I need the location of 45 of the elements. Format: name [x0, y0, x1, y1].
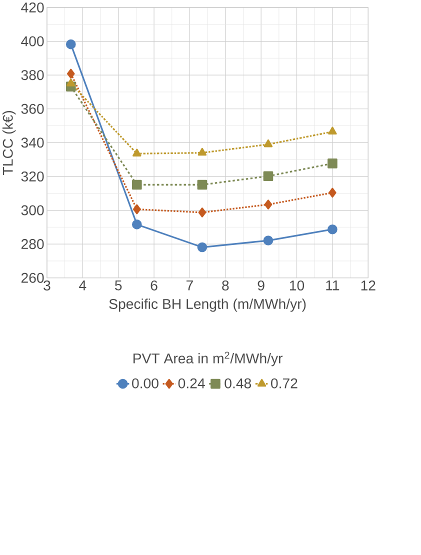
- x-tick-label: 12: [361, 280, 376, 290]
- y-tick-label: 280: [21, 239, 44, 250]
- x-axis-title: Specific BH Length (m/MWh/yr): [109, 298, 306, 312]
- y-tick-label: 380: [21, 70, 44, 80]
- x-tick-label: 6: [150, 280, 158, 290]
- y-tick-label: 360: [21, 104, 44, 114]
- x-tick-label: 7: [186, 280, 193, 290]
- x-tick-label: 11: [326, 280, 340, 290]
- x-tick-label: 9: [258, 280, 264, 290]
- point: [66, 68, 75, 79]
- point: [66, 39, 76, 50]
- point: [132, 180, 142, 190]
- point: [66, 78, 76, 86]
- point: [327, 158, 338, 168]
- point: [327, 224, 338, 234]
- point: [263, 171, 274, 182]
- y-tick-label: 260: [21, 272, 44, 283]
- point: [264, 200, 272, 210]
- point: [132, 220, 142, 230]
- point: [198, 148, 206, 156]
- point: [264, 139, 273, 148]
- point: [328, 126, 337, 135]
- legend-label: 0.48: [224, 378, 251, 388]
- point: [197, 242, 208, 252]
- x-tick-label: 4: [78, 280, 86, 290]
- legend-title: PVT Area in m$^{2}$/MWh/yr: [133, 352, 282, 366]
- point: [132, 148, 142, 157]
- y-tick-label: 420: [21, 2, 44, 12]
- point: [198, 208, 206, 218]
- y-tick-label: 400: [21, 36, 44, 46]
- y-tick-label: 320: [21, 171, 44, 182]
- legend-label: 0.00: [132, 378, 158, 388]
- legend-label: 0.72: [270, 378, 298, 388]
- point: [263, 236, 274, 246]
- x-tick-label: 10: [290, 280, 304, 290]
- legend-label: 0.24: [178, 378, 205, 388]
- point: [197, 180, 208, 190]
- y-tick-label: 300: [21, 205, 44, 216]
- x-tick-label: 5: [114, 280, 122, 290]
- x-tick-label: 8: [222, 280, 229, 290]
- point: [132, 204, 141, 214]
- point: [328, 188, 336, 198]
- y-tick-label: 340: [21, 138, 44, 148]
- x-tick-label: 3: [44, 280, 50, 290]
- y-axis-title: TLCC (k€): [2, 110, 16, 175]
